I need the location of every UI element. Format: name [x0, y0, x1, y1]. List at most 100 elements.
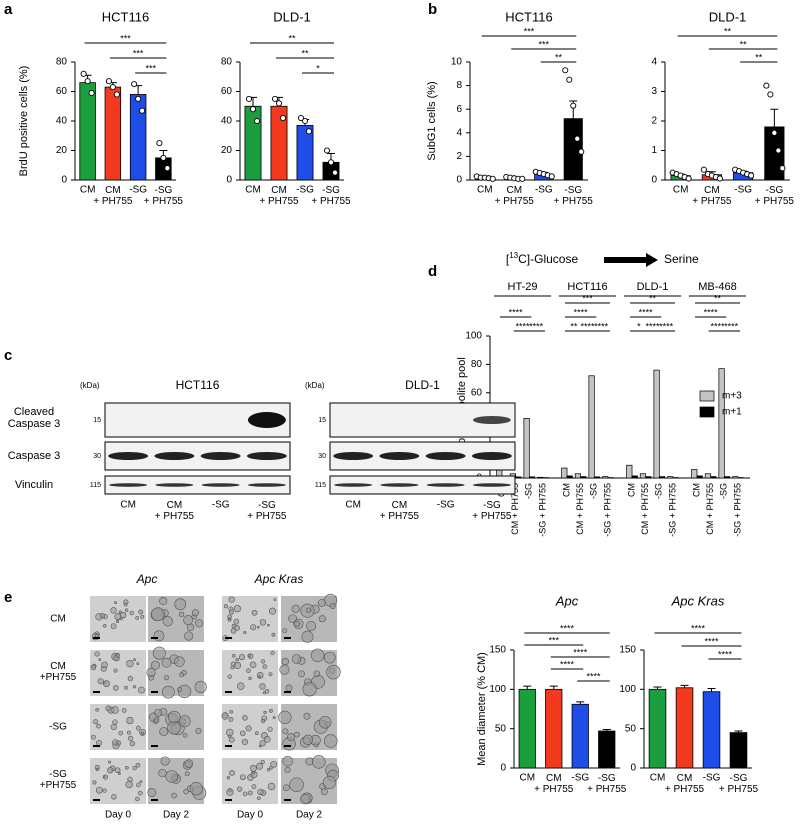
x-tick-label: CM [477, 185, 493, 196]
error-bar [523, 685, 532, 690]
organoid [97, 678, 104, 685]
organoid [324, 734, 338, 748]
data-point [779, 165, 786, 172]
bar [653, 369, 660, 479]
organoid [153, 630, 165, 642]
organoid [228, 617, 232, 621]
organoid [135, 762, 141, 768]
organoid [178, 611, 185, 618]
bar [129, 94, 147, 181]
organoid [300, 793, 311, 805]
y-tick-label: 0 [500, 763, 506, 774]
text-line: -SG [765, 185, 783, 196]
data-point [548, 173, 555, 180]
y-tick-label: 6 [456, 104, 462, 115]
significance-label: **** [594, 321, 609, 331]
data-point [271, 95, 279, 102]
y-tick-label: 0 [456, 175, 462, 186]
bar [626, 464, 633, 479]
organoid [125, 780, 133, 789]
organoid [110, 623, 117, 630]
bar [580, 476, 587, 479]
organoid [125, 765, 129, 770]
text-line: -SG [258, 500, 276, 511]
title-part: [ [506, 252, 510, 266]
error-bar [549, 685, 558, 690]
x-tick-label: -SG + PH755 [537, 483, 547, 537]
organoid [232, 654, 236, 658]
organoid [163, 675, 170, 681]
organoid [260, 759, 265, 765]
data-point [109, 84, 116, 91]
y-tick-label: 80 [56, 57, 68, 68]
organoid [313, 670, 321, 677]
organoid [168, 710, 181, 724]
data-point [775, 147, 782, 154]
organoid [251, 784, 257, 790]
kda-marker: 30 [93, 453, 101, 460]
organoid [133, 658, 136, 662]
organoid [233, 618, 240, 625]
condition-label: -SG +PH755 [40, 769, 77, 791]
text-line: + PH755 [495, 196, 535, 207]
blot-title: HCT116 [176, 378, 220, 392]
text-line: CM [167, 500, 183, 511]
organoid [250, 624, 257, 631]
organoid [123, 602, 128, 607]
data-point [164, 165, 171, 172]
y-tick-label: 0 [630, 763, 636, 774]
organoid [305, 607, 311, 613]
significance-label: **** [659, 321, 674, 331]
x-tick-label: CM [626, 483, 636, 497]
text-line: + PH755 [155, 511, 195, 522]
organoid [95, 767, 99, 772]
text-line: + PH755 [534, 784, 574, 795]
y-tick-label: 20 [56, 145, 68, 156]
organoid [247, 654, 251, 658]
text-line: +PH755 [40, 672, 77, 683]
y-tick-label: 0 [651, 175, 657, 186]
organoid [305, 757, 314, 766]
kda-marker: 30 [318, 453, 326, 460]
bar [602, 476, 609, 479]
organoid [291, 604, 300, 614]
organoid [118, 730, 124, 736]
text-line: + PH755 [259, 196, 299, 207]
data-point [275, 100, 283, 107]
significance-label: *** [145, 63, 156, 73]
data-point [327, 159, 335, 166]
organoid [101, 661, 108, 669]
organoid [182, 732, 188, 738]
x-tick-label: -SG + PH755 [602, 483, 612, 537]
significance-label: ** [724, 26, 732, 36]
y-tick-label: 100 [489, 684, 506, 695]
significance-label: *** [133, 48, 144, 58]
organoid [111, 794, 117, 800]
organoid [112, 739, 119, 746]
x-tick-label: CM + PH755 [93, 185, 133, 207]
micrograph [222, 758, 278, 804]
organoid [227, 674, 232, 679]
organoid [236, 786, 243, 792]
organoid [129, 610, 134, 616]
text-line: + PH755 [665, 784, 705, 795]
text-line: CM [271, 185, 287, 196]
significance-label: *** [538, 39, 549, 49]
data-point [716, 175, 723, 182]
condition-label: CM +PH755 [40, 661, 77, 683]
organoid [268, 607, 276, 615]
genotype-title: Apc [136, 572, 158, 586]
organoid [302, 734, 314, 745]
text-line: Caspase 3 [8, 418, 61, 430]
organoid [140, 614, 145, 619]
organoid [137, 686, 145, 694]
organoid [317, 598, 326, 607]
organoid [284, 766, 291, 773]
x-tick-label: -SG [734, 185, 752, 196]
organoid [241, 738, 248, 746]
significance-label: **** [710, 321, 725, 331]
x-tick-label: -SG + PH755 [755, 185, 795, 207]
organoid [251, 609, 258, 616]
text-line: + PH755 [380, 511, 420, 522]
organoid [160, 756, 170, 766]
